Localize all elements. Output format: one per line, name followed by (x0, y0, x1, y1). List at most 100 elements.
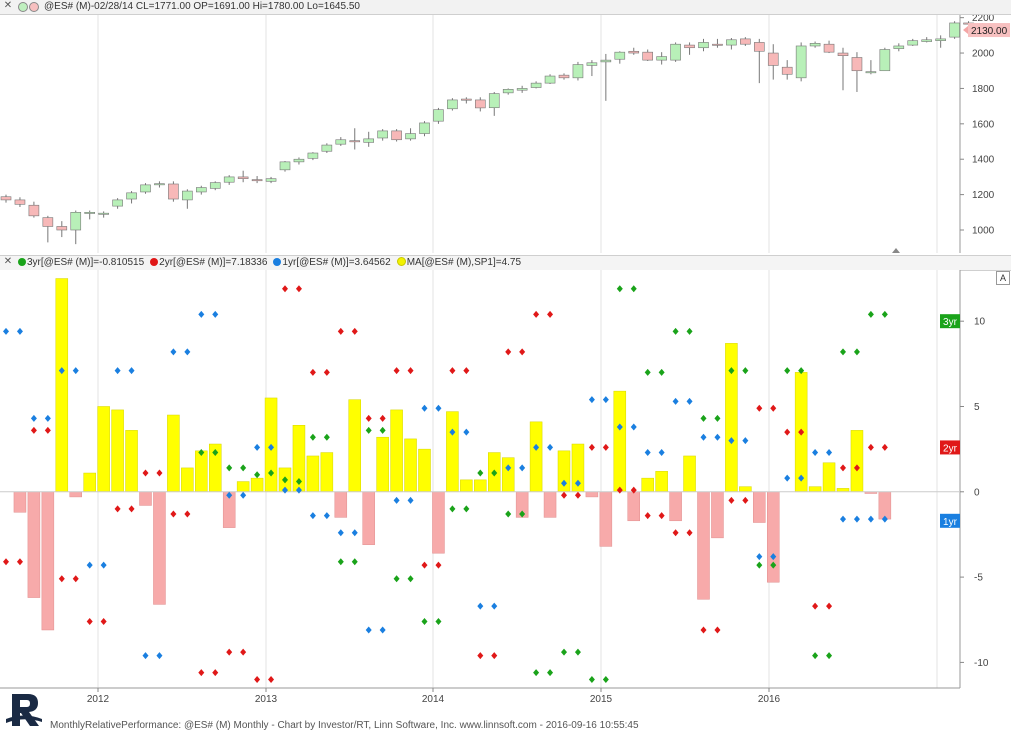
perf-tick-label: 0 (974, 487, 980, 498)
point-1yr (491, 602, 498, 610)
point-2yr (421, 561, 428, 569)
point-3yr (616, 285, 623, 293)
candle-body (126, 192, 137, 200)
candle-body (70, 212, 82, 231)
ma-bar (418, 448, 431, 493)
point-3yr (463, 505, 470, 513)
x-tick-label: 2012 (87, 694, 110, 705)
legend-2yr[interactable]: 2yr[@ES# (M)]=7.18336 (150, 257, 267, 268)
price-tick-label: 1000 (972, 225, 995, 236)
series-tag-2yr (940, 440, 960, 455)
point-2yr (407, 367, 414, 375)
point-3yr (756, 561, 763, 569)
legend-1yr[interactable]: 1yr[@ES# (M)]=3.64562 (273, 257, 391, 268)
candle-body (656, 56, 667, 61)
point-3yr (491, 469, 498, 477)
point-3yr (309, 433, 316, 441)
point-2yr (226, 648, 233, 656)
performance-chart[interactable]: 2012 2013 2014 2015 2016 -10 -5 0 5 10 3yr 2yr 1yr (0, 270, 1011, 710)
ma-bar (683, 455, 696, 493)
point-1yr (798, 474, 805, 482)
point-2yr (477, 652, 484, 660)
candle-body (0, 196, 12, 201)
candle-body (321, 144, 333, 152)
point-3yr (393, 575, 400, 583)
point-2yr (812, 602, 819, 610)
point-2yr (240, 648, 247, 656)
point-1yr (212, 310, 219, 318)
ma-bar (348, 399, 361, 493)
red-circle-icon[interactable] (29, 2, 39, 12)
investor-rt-logo (6, 694, 42, 726)
point-3yr (672, 327, 679, 335)
point-1yr (742, 437, 749, 445)
point-3yr (212, 449, 219, 457)
candle-body (405, 133, 416, 140)
point-2yr (449, 367, 456, 375)
last-price-label: 2130.00 (971, 26, 1008, 37)
ma-bar (878, 491, 892, 520)
close-icon[interactable]: ✕ (3, 256, 13, 267)
point-1yr (156, 652, 163, 660)
point-2yr (72, 575, 79, 583)
point-2yr (3, 558, 9, 566)
point-3yr (435, 617, 442, 625)
point-1yr (58, 367, 65, 375)
point-1yr (128, 367, 135, 375)
point-3yr (505, 510, 512, 518)
point-1yr (379, 626, 386, 634)
ma-bar (627, 491, 640, 522)
ma-bar (850, 430, 864, 493)
candle-body (209, 182, 221, 189)
point-2yr (561, 491, 567, 499)
candle-body (921, 39, 933, 42)
ma-bar (739, 486, 752, 493)
point-2yr (853, 464, 860, 472)
point-3yr (714, 414, 721, 422)
point-3yr (867, 310, 874, 318)
point-2yr (393, 367, 400, 375)
candle-body (251, 179, 263, 182)
point-3yr (770, 561, 777, 569)
point-1yr (574, 479, 581, 487)
candle-body (823, 43, 835, 53)
legend: 3yr[@ES# (M)]=-0.810515 2yr[@ES# (M)]=7.1… (18, 257, 527, 268)
candle-body (154, 183, 165, 186)
candle-body (530, 82, 542, 88)
point-2yr (686, 529, 693, 537)
candle-body (196, 187, 207, 193)
point-1yr (700, 433, 707, 441)
candle-body (461, 98, 472, 101)
green-circle-icon[interactable] (18, 2, 28, 12)
point-3yr (240, 464, 247, 472)
price-chart[interactable]: 1000 1200 1400 1600 1800 2000 2200 2130.00 (0, 15, 1011, 255)
ma-bar (404, 438, 417, 493)
blue-dot-icon (273, 258, 282, 266)
point-1yr (351, 529, 358, 537)
point-2yr (616, 486, 623, 494)
point-1yr (826, 449, 833, 457)
ma-bar (181, 467, 194, 493)
point-3yr (547, 669, 554, 677)
ma-bar (83, 472, 96, 493)
point-2yr (30, 426, 37, 434)
candle-body (265, 178, 277, 182)
close-icon[interactable]: ✕ (3, 0, 13, 11)
point-2yr (798, 428, 805, 436)
ma-bar (139, 491, 152, 506)
candle-body (279, 161, 291, 171)
candle-body (740, 38, 751, 45)
point-1yr (756, 553, 763, 561)
ma-bar (195, 450, 208, 493)
point-3yr (365, 426, 372, 434)
autoscale-button[interactable]: A (996, 271, 1010, 285)
point-1yr (616, 423, 623, 431)
candle-body (670, 43, 681, 61)
candle-body (837, 52, 849, 56)
candle-body (419, 122, 430, 134)
candle-body (893, 45, 905, 49)
last-price-arrow (963, 26, 968, 35)
legend-ma[interactable]: MA[@ES# (M),SP1]=4.75 (396, 257, 521, 268)
legend-3yr[interactable]: 3yr[@ES# (M)]=-0.810515 (18, 257, 144, 268)
point-3yr (840, 348, 846, 356)
